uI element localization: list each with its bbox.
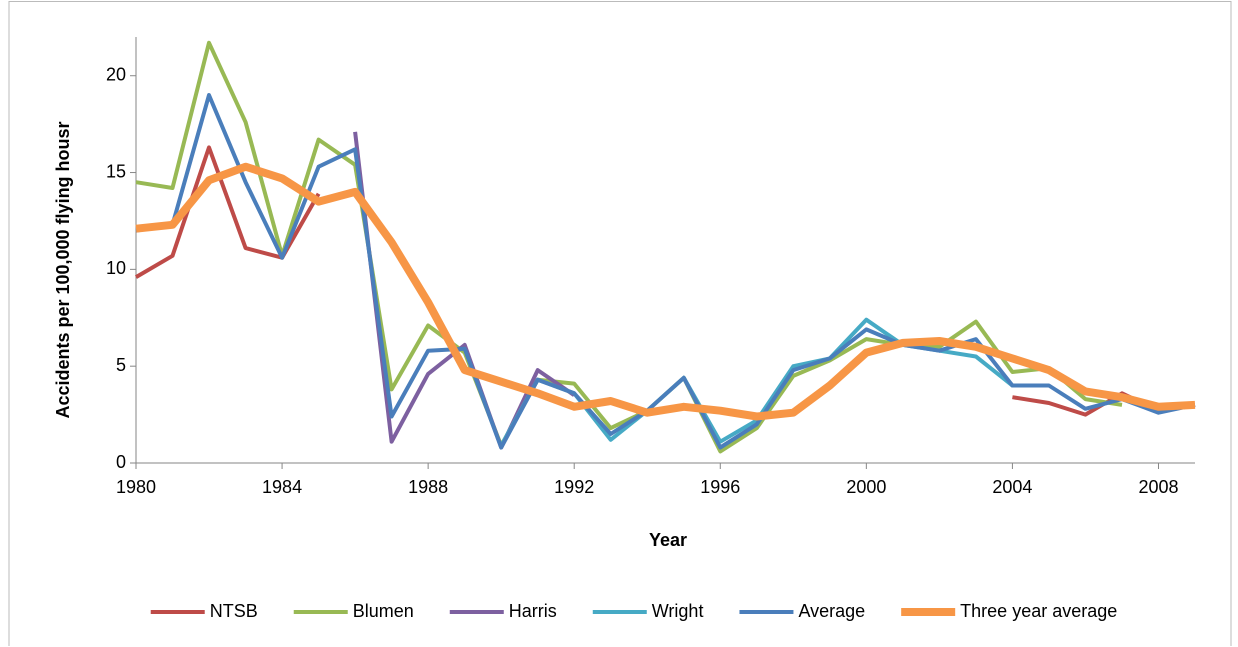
y-tick-label: 10: [106, 258, 126, 278]
y-tick-label: 15: [106, 161, 126, 181]
series-line: [135, 40, 1123, 454]
series-line: [135, 162, 1196, 421]
x-tick-label: 1988: [408, 477, 448, 497]
frame: [8, 1, 1232, 646]
x-tick-label: 1980: [116, 477, 156, 497]
series-line: [499, 317, 1049, 447]
x-tick-label: 1992: [554, 477, 594, 497]
x-tick-label: 2000: [846, 477, 886, 497]
legend-label: Three year average: [960, 601, 1117, 621]
legend-label: NTSB: [210, 601, 258, 621]
x-tick-label: 2004: [992, 477, 1032, 497]
series-line: [135, 93, 1196, 450]
y-axis-title: Accidents per 100,000 flying housr: [53, 121, 73, 418]
y-tick-label: 0: [116, 452, 126, 472]
x-axis-title: Year: [649, 530, 687, 550]
y-tick-label: 5: [116, 355, 126, 375]
x-tick-label: 2008: [1138, 477, 1178, 497]
x-tick-label: 1996: [700, 477, 740, 497]
legend-label: Average: [798, 601, 865, 621]
legend-label: Blumen: [353, 601, 414, 621]
series-line: [353, 131, 576, 450]
legend-label: Harris: [509, 601, 557, 621]
y-tick-label: 20: [106, 64, 126, 84]
x-tick-label: 1984: [262, 477, 302, 497]
legend-label: Wright: [652, 601, 704, 621]
